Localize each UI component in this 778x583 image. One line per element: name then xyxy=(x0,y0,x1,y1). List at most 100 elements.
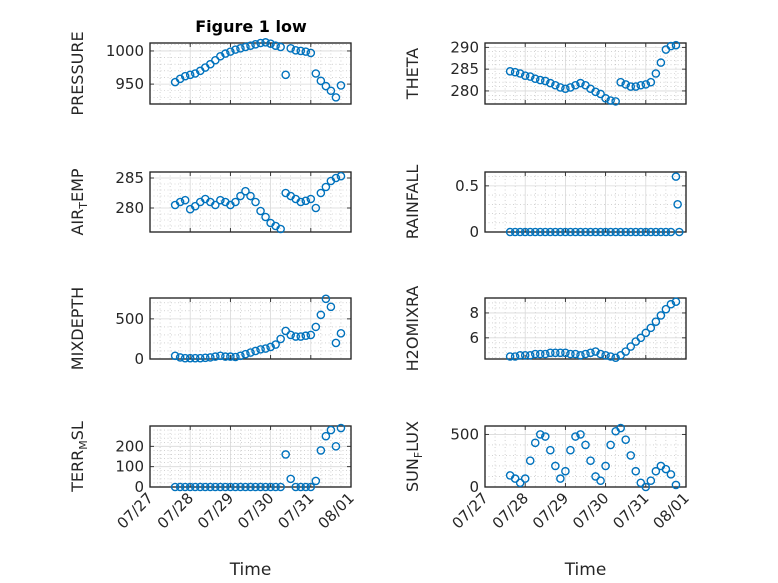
subplot-air-t-emp-point xyxy=(331,173,341,183)
subplot-terr-m-sl-series xyxy=(170,423,346,492)
subplot-terr-m-sl-point xyxy=(211,482,220,492)
subplot-sun-f-lux-xlabel: Time xyxy=(564,560,607,580)
subplot-sun-f-lux-point xyxy=(591,472,600,481)
subplot-mixdepth-series xyxy=(170,294,346,363)
subplot-pressure-point xyxy=(180,71,190,81)
subplot-mixdepth-point xyxy=(195,353,205,363)
subplot-rainfall-point xyxy=(626,227,636,237)
subplot-h2omixra-point xyxy=(651,317,661,326)
subplot-h2omixra-point xyxy=(596,349,605,359)
subplot-rainfall-point xyxy=(515,227,525,237)
subplot-terr-m-sl-point xyxy=(246,482,255,492)
subplot-rainfall-point xyxy=(566,227,575,237)
subplot-mixdepth-ytick-label: 500 xyxy=(115,310,144,328)
subplot-sun-f-lux-point xyxy=(651,466,661,476)
subplot-theta-point xyxy=(611,97,620,106)
subplot-mixdepth-point xyxy=(231,352,240,362)
subplot-rainfall-point xyxy=(535,227,545,237)
subplot-rainfall-ylabel: RAINFALL xyxy=(403,165,422,240)
subplot-theta-point xyxy=(571,80,580,90)
subplot-rainfall-point xyxy=(541,227,550,237)
subplot-sun-f-lux-point xyxy=(646,476,656,485)
subplot-terr-m-sl: 010020007/2707/2807/2907/3007/3108/01TER… xyxy=(68,421,358,580)
subplot-mixdepth-point xyxy=(271,340,280,349)
subplot-sun-f-lux-point xyxy=(556,474,565,483)
subplot-terr-m-sl-point xyxy=(185,482,195,492)
subplot-theta-point xyxy=(596,89,605,99)
subplot-sun-f-lux-point xyxy=(566,445,575,455)
subplot-terr-m-sl-point xyxy=(296,482,306,492)
subplot-rainfall-point xyxy=(556,227,565,237)
subplot-air-t-emp-point xyxy=(175,197,185,207)
subplot-sun-f-lux-point xyxy=(596,476,605,485)
subplot-mixdepth-ytick-label: 0 xyxy=(134,350,144,368)
subplot-pressure-series xyxy=(170,38,346,102)
subplot-rainfall-point xyxy=(656,227,666,237)
subplot-air-t-emp-point xyxy=(246,191,255,201)
subplot-mixdepth-point xyxy=(291,332,301,341)
subplot-mixdepth-plot-area xyxy=(149,297,352,360)
subplot-rainfall-point xyxy=(675,227,684,237)
subplot-rainfall-point xyxy=(551,227,560,237)
subplot-terr-m-sl-point xyxy=(241,482,250,492)
subplot-air-t-emp-point xyxy=(301,196,311,206)
subplot-pressure-point xyxy=(281,70,290,80)
subplot-theta: 280 285 290 THETA xyxy=(403,38,687,106)
subplot-pressure-point xyxy=(286,44,296,53)
subplot-pressure-point xyxy=(241,42,250,52)
subplot-h2omixra-point xyxy=(591,347,600,356)
subplot-terr-m-sl-point xyxy=(231,482,240,492)
subplot-mixdepth-point xyxy=(170,351,180,361)
subplot-theta-point xyxy=(591,87,600,97)
subplot-sun-f-lux-ytick-label: 0 xyxy=(469,478,479,496)
subplot-h2omixra-point xyxy=(510,352,520,361)
subplot-pressure-point xyxy=(221,49,230,58)
subplot-terr-m-sl-xtick-label: 07/31 xyxy=(274,489,317,532)
subplot-air-t-emp-plot-area xyxy=(149,171,352,233)
subplot-h2omixra-point xyxy=(556,348,565,358)
subplot-theta-point xyxy=(621,80,631,89)
subplot-terr-m-sl-xlabel: Time xyxy=(229,560,272,580)
subplot-sun-f-lux-point xyxy=(525,456,535,466)
subplot-rainfall-point xyxy=(646,227,656,237)
subplot-h2omixra-point xyxy=(671,297,681,307)
subplot-air-t-emp-ylabel: AIRTEMP xyxy=(68,168,90,235)
subplot-theta-point xyxy=(606,96,615,105)
subplot-rainfall-point xyxy=(581,227,590,237)
subplot-rainfall-point xyxy=(576,227,585,237)
subplot-rainfall-point xyxy=(673,200,682,209)
subplot-theta-point xyxy=(641,80,651,89)
subplot-pressure-point xyxy=(256,38,265,48)
subplot-h2omixra-point xyxy=(661,304,671,314)
subplot-pressure-point xyxy=(266,39,275,48)
subplot-terr-m-sl-point xyxy=(306,482,316,492)
subplot-sun-f-lux-point xyxy=(561,466,570,476)
subplot-pressure-point xyxy=(316,76,326,86)
subplot-pressure-plot-area xyxy=(149,42,352,105)
subplot-terr-m-sl-point xyxy=(221,482,230,492)
subplot-pressure-ylabel: PRESSURE xyxy=(68,31,87,115)
subplot-terr-m-sl-xtick-label: 07/30 xyxy=(234,489,277,532)
subplot-terr-m-sl-point xyxy=(195,482,205,492)
subplot-mixdepth-point xyxy=(296,332,306,341)
subplot-pressure-point xyxy=(175,74,185,84)
subplot-air-t-emp-point xyxy=(306,194,316,204)
subplot-sun-f-lux-point xyxy=(671,480,681,490)
subplot-air-t-emp-point xyxy=(311,203,321,213)
subplot-rainfall-point xyxy=(636,227,646,237)
subplot-sun-f-lux-point xyxy=(621,435,631,444)
subplot-rainfall-point xyxy=(621,227,631,237)
subplot-pressure-point xyxy=(326,86,336,96)
subplot-terr-m-sl-point xyxy=(281,450,290,459)
subplot-terr-m-sl-point xyxy=(200,482,210,492)
subplot-h2omixra-point xyxy=(515,350,525,360)
subplot-theta-point xyxy=(631,82,641,91)
subplot-sun-f-lux-point xyxy=(546,445,555,455)
subplot-h2omixra-point xyxy=(611,353,620,363)
subplot-sun-f-lux-point xyxy=(535,430,545,439)
subplot-theta-point xyxy=(541,76,550,86)
subplot-air-t-emp-point xyxy=(256,206,265,216)
subplot-mixdepth-point xyxy=(241,349,250,359)
subplot-pressure-point xyxy=(261,38,270,47)
